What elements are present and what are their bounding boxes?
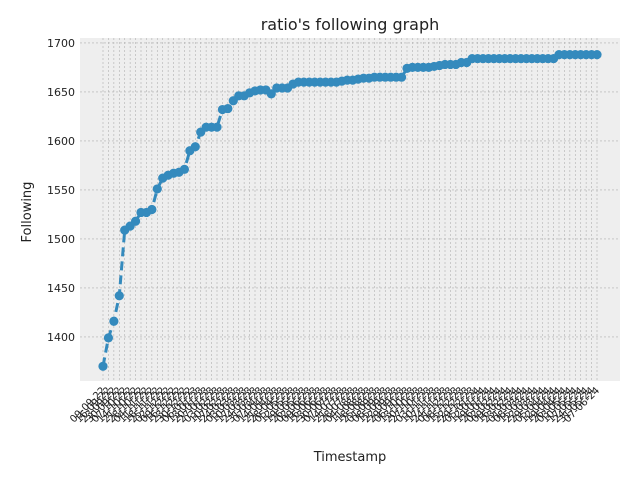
grid [80,38,620,381]
data-point [223,103,233,114]
x-axis: 09-09-2216-09-2223-09-2230-09-2207-10-22… [68,385,602,425]
y-axis: 1400 1450 1500 1550 1600 1650 1700 [47,37,75,344]
data-point [592,50,602,60]
y-tick-label: 1550 [47,184,75,197]
y-axis-label: Following [20,182,35,243]
data-point [130,216,141,226]
x-axis-label: Timestamp [313,450,387,465]
data-point [212,122,222,132]
data-point [266,89,276,99]
data-point [147,204,157,215]
y-tick-label: 1700 [47,37,75,50]
y-tick-label: 1600 [47,135,75,148]
chart-title: ratio's following graph [261,15,440,34]
data-point [109,316,119,326]
data-point [98,361,108,371]
plot-area [80,38,620,381]
data-point [179,164,190,174]
y-tick-label: 1500 [47,233,75,246]
y-tick-label: 1450 [47,282,75,295]
data-point [103,333,114,343]
data-point [114,291,124,301]
data-point [396,72,407,82]
y-tick-label: 1400 [47,331,75,344]
data-point [152,184,162,194]
series-markers [98,50,602,371]
y-tick-label: 1650 [47,86,75,99]
data-point [190,142,200,152]
